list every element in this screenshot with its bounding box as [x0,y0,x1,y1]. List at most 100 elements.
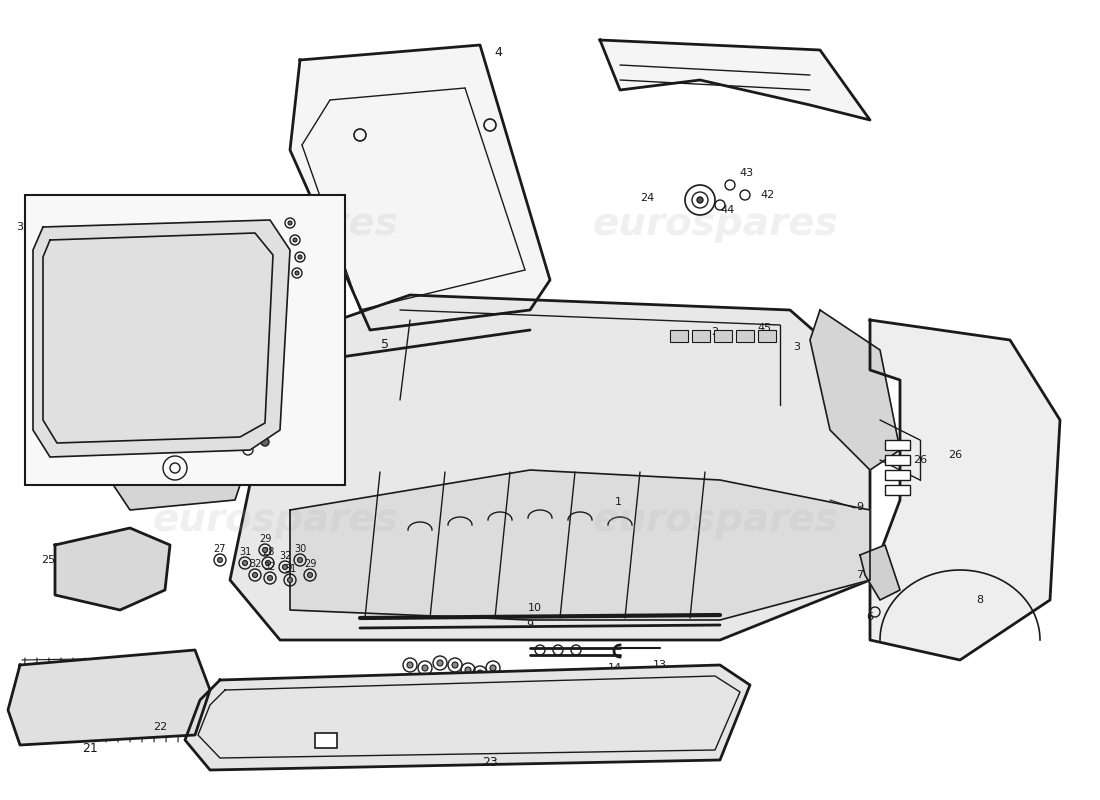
Bar [886,440,910,450]
Text: 5: 5 [381,338,389,351]
Text: 15: 15 [486,681,499,691]
Text: eurospares: eurospares [592,205,838,243]
Text: 44: 44 [720,205,735,215]
Polygon shape [8,650,210,745]
Text: eurospares: eurospares [152,205,398,243]
Text: 47: 47 [88,470,102,480]
Text: 37: 37 [173,207,187,217]
Text: 26: 26 [913,455,927,465]
Bar [886,485,910,495]
Circle shape [288,221,292,225]
Text: 20: 20 [321,743,336,753]
Text: 19: 19 [418,681,431,691]
Text: 38: 38 [266,205,280,215]
Circle shape [263,547,267,553]
Polygon shape [110,430,250,510]
Text: 7: 7 [857,570,864,580]
Circle shape [308,573,312,578]
Circle shape [261,438,270,446]
Text: eurospares: eurospares [592,501,838,539]
Bar [315,733,337,748]
Text: 48: 48 [251,438,265,448]
Text: 10: 10 [528,603,542,613]
Circle shape [297,558,302,562]
Text: 12: 12 [404,678,417,688]
Text: 42: 42 [761,190,776,200]
Text: 16: 16 [473,686,486,696]
Polygon shape [810,310,900,470]
Text: 17: 17 [461,683,474,693]
Text: 43: 43 [740,168,755,178]
Circle shape [465,667,471,673]
Bar [758,330,776,342]
Polygon shape [290,45,550,330]
Text: 22: 22 [153,722,167,732]
Text: eurospares: eurospares [152,501,398,539]
Text: 9: 9 [527,620,534,630]
Text: 36: 36 [263,330,277,340]
Text: 39: 39 [296,240,310,250]
Text: 28: 28 [262,547,274,557]
Text: 9: 9 [857,502,864,512]
Circle shape [490,665,496,671]
Polygon shape [860,545,900,600]
Circle shape [265,561,271,566]
Text: 32: 32 [278,551,292,561]
Text: 33: 33 [223,460,236,470]
Polygon shape [290,470,870,620]
Text: 35: 35 [16,222,30,232]
Text: 40: 40 [228,202,242,212]
Circle shape [242,561,248,566]
Polygon shape [55,528,170,610]
Bar [714,330,732,342]
Circle shape [407,662,412,668]
Text: 23: 23 [482,755,498,769]
Bar [886,470,910,480]
Text: 21: 21 [82,742,98,754]
Text: 26: 26 [948,450,962,460]
Text: 3: 3 [793,342,801,352]
Text: 31: 31 [239,547,251,557]
Circle shape [293,238,297,242]
Text: 27: 27 [213,544,227,554]
Bar [886,455,910,465]
Circle shape [253,573,257,578]
Text: 8: 8 [977,595,983,605]
Circle shape [283,565,287,570]
Text: 32: 32 [249,559,261,569]
Text: 14: 14 [608,663,623,673]
Text: 34: 34 [243,450,257,460]
Circle shape [298,255,302,259]
Text: 29: 29 [304,559,316,569]
Bar [736,330,754,342]
Polygon shape [185,665,750,770]
Bar [670,330,688,342]
Circle shape [477,670,483,676]
Text: 24: 24 [640,193,654,203]
Circle shape [422,665,428,671]
Text: 49: 49 [278,427,293,437]
Text: 4: 4 [494,46,502,58]
Polygon shape [230,295,870,640]
Circle shape [452,662,458,668]
Bar [692,330,710,342]
Text: 37: 37 [202,205,217,215]
Circle shape [267,575,273,581]
Text: 13: 13 [653,660,667,670]
Text: 6: 6 [867,612,873,622]
Text: 1: 1 [615,497,622,507]
Text: 18: 18 [433,676,447,686]
Text: 2: 2 [712,327,718,337]
Text: 41: 41 [296,270,310,280]
Text: 45: 45 [758,323,772,333]
Text: 46: 46 [228,440,242,450]
Circle shape [295,271,299,275]
Polygon shape [870,320,1060,660]
Circle shape [287,578,293,582]
Text: 25: 25 [41,555,55,565]
Text: 11: 11 [449,678,462,688]
Text: 29: 29 [258,534,272,544]
Polygon shape [600,40,870,120]
Text: 32: 32 [264,562,276,572]
Circle shape [218,558,222,562]
